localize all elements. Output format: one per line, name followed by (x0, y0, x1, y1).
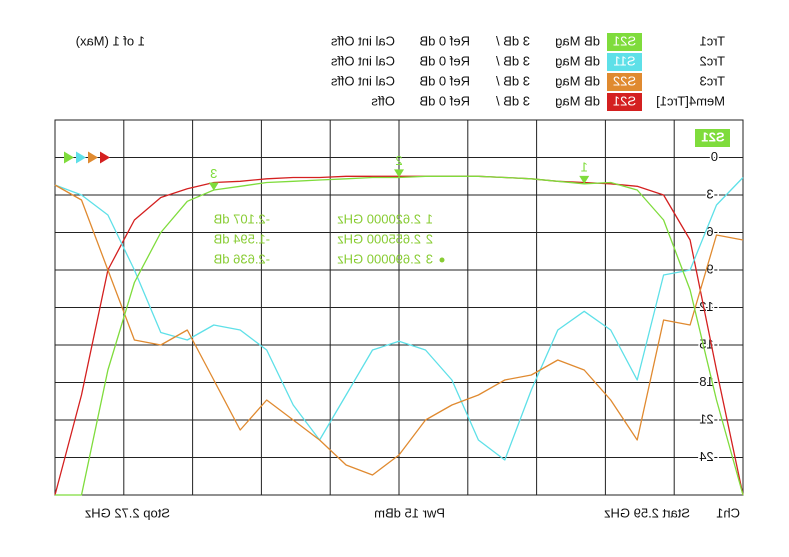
trace-line (54, 184, 744, 476)
param-box (607, 53, 642, 71)
format: dB Mag (555, 33, 600, 48)
marker-x: 2.655000 GHz (337, 231, 421, 246)
marker-y: -2.107 dB (214, 211, 270, 226)
ref: Ref 0 dB (419, 53, 470, 68)
marker-x: 2.620000 GHz (337, 211, 421, 226)
trace-line (54, 177, 744, 461)
active-trace: S21 (701, 129, 724, 144)
cal: Offs (371, 93, 395, 108)
marker (208, 182, 219, 191)
status: 1 of 1 (Max) (76, 33, 145, 48)
y-tick-label: -24 (699, 449, 718, 464)
marker-label: 1 (581, 159, 588, 174)
start-label: Start 2.59 GHz (604, 505, 690, 520)
ref-arrow (64, 151, 74, 164)
param: S22 (613, 73, 636, 88)
cal: Cal int Offs (330, 33, 395, 48)
trace-name: Trc2 (699, 53, 725, 68)
ref-arrow (76, 151, 86, 164)
marker-label: 3 (210, 166, 217, 181)
format: dB Mag (555, 73, 600, 88)
marker-y: -1.594 dB (214, 231, 270, 246)
mirrored-view: 1 of 1 (Max) Ch1 Start 2.59 GHz Pwr 15 d… (54, 33, 744, 520)
marker (394, 169, 404, 178)
format: dB Mag (555, 93, 600, 108)
y-tick-label: -9 (706, 261, 718, 276)
param-box (607, 33, 642, 51)
param: S21 (613, 33, 636, 48)
marker-id: 2 (426, 231, 433, 246)
marker-id: 1 (426, 211, 433, 226)
param: S21 (613, 93, 636, 108)
trace-line (55, 175, 744, 496)
trace-name: Mem4[Trc1] (656, 93, 725, 108)
param: S11 (613, 53, 635, 68)
active-marker-dot (439, 257, 445, 263)
marker-id: 3 (426, 251, 433, 266)
power-label: Pwr 15 dBm (374, 505, 445, 520)
format: dB Mag (555, 53, 600, 68)
marker-label: 2 (395, 153, 402, 168)
ref-arrow (88, 151, 98, 164)
y-tick-label: -21 (699, 411, 718, 426)
scale: 3 dB / (496, 93, 530, 108)
marker (579, 175, 590, 184)
y-tick-label: -18 (699, 374, 718, 389)
param-box (607, 93, 642, 111)
ref-arrow (100, 151, 110, 164)
ref: Ref 0 dB (419, 93, 470, 108)
ref: Ref 0 dB (419, 73, 470, 88)
marker-x: 2.690000 GHz (337, 251, 421, 266)
y-tick-label: -3 (706, 186, 718, 201)
scale: 3 dB / (496, 53, 530, 68)
cal: Cal int Offs (330, 73, 395, 88)
ref: Ref 0 dB (419, 33, 470, 48)
stop-label: Stop 2.72 GHz (85, 505, 170, 520)
trace-name: Trc1 (699, 33, 725, 48)
trace-name: Trc3 (699, 73, 725, 88)
marker-y: -2.636 dB (214, 251, 270, 266)
channel: Ch1 (716, 505, 740, 520)
scale: 3 dB / (496, 33, 530, 48)
scale: 3 dB / (496, 73, 530, 88)
param-box (607, 73, 642, 91)
y-tick-label: 0 (711, 149, 718, 164)
active-trace-box (695, 129, 730, 147)
cal: Cal int Offs (330, 53, 395, 68)
